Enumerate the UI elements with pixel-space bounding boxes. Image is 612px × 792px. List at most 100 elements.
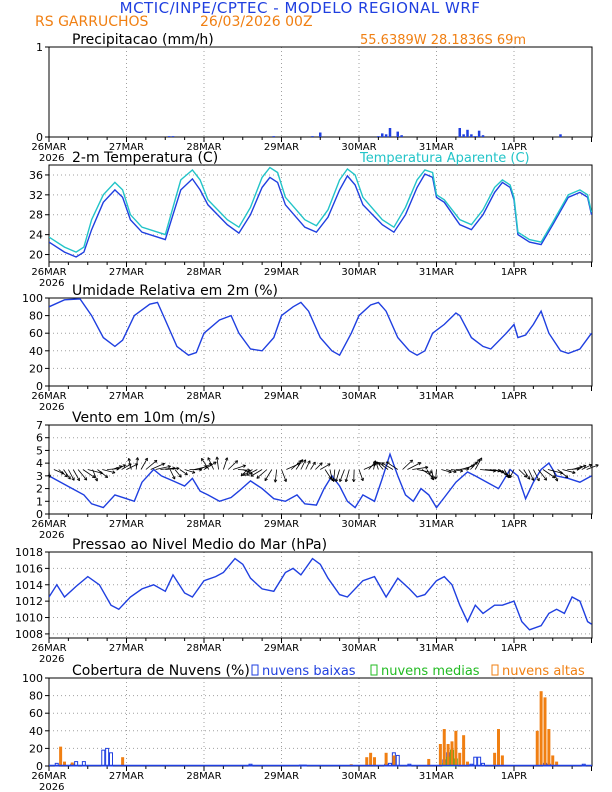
cloud-bar [535,730,539,766]
temp-legend: Temperatura Aparente (C) [359,151,530,166]
year-label: 2026 [39,278,64,289]
wind-arrow [333,469,336,482]
wind-arrowhead [417,462,422,466]
x-tick-label: 30MAR [341,142,376,153]
x-tick-label: 27MAR [109,142,144,153]
wind-arrow [450,469,463,472]
x-tick-label: 27MAR [109,267,144,278]
y-tick-label: 28 [29,209,43,222]
x-tick-label: 30MAR [341,771,376,782]
wind-arrowhead [184,471,188,476]
wind-arrow [586,464,599,470]
legend-swatch [491,664,499,676]
wind-arrowhead [67,476,71,480]
cloud-bar [105,747,110,767]
wind-arrow [116,464,126,470]
x-tick-label: 26MAR [31,142,66,153]
wind-arrow [135,457,139,470]
legend-label: nuvens medias [381,664,480,679]
wind-arrowhead [378,462,382,466]
wind-arrowhead [64,473,68,478]
wind-arrow [402,459,413,470]
x-tick-label: 27MAR [109,519,144,530]
wind-arrow [126,463,138,470]
wind-arrow [198,463,213,470]
wind-arrow [381,462,394,470]
wind-arrow [72,469,80,482]
precip-bar [396,131,399,137]
wind-arrow [339,469,345,482]
wind-arrowhead [94,478,99,482]
x-tick-label: 26MAR [31,519,66,530]
wind-arrowhead [344,478,349,483]
y-tick-label: 1014 [15,579,43,592]
wind-arrow [222,457,228,470]
wind-arrowhead [71,477,75,481]
rh-series-line [49,298,592,357]
wind-arrow [68,469,75,481]
wind-arrow [155,465,171,470]
wind-arrowhead [127,458,131,462]
wind-arrowhead [224,457,229,461]
y-tick-label: 32 [29,189,43,202]
wind-arrowhead [242,464,246,468]
wind-arrowhead [201,457,205,462]
cloud-bar [438,744,442,766]
x-tick-label: 26MAR [31,643,66,654]
wind-arrowhead [264,477,268,482]
wind-arrow [82,469,96,479]
wind-arrow [121,463,132,470]
cloud-bar [543,697,547,766]
location-label: RS GARRUCHOS [35,14,149,30]
wind-arrow [345,469,350,482]
cloud-bar [63,761,66,766]
cloud-bar [462,735,466,766]
cloud-title: Cobertura de Nuvens (%) [72,663,250,679]
wind-arrow [474,457,483,470]
wind-arrowhead [312,461,316,466]
wind-arrow [552,469,558,482]
wind-arrow [441,469,452,473]
wind-arrow [246,469,258,476]
wind-arrow [363,463,377,470]
wind-arrowhead [176,466,180,471]
wind-arrowhead [299,459,304,463]
y-tick-label: 1008 [15,628,43,641]
wind-arrowhead [453,469,457,474]
plot-frame [48,46,593,138]
x-tick-label: 26MAR [31,267,66,278]
wind-arrow [174,469,182,478]
y-tick-label: 0 [36,760,43,773]
press-title: Pressao ao Nivel Medio do Mar (hPa) [72,537,327,553]
wind-arrowhead [250,473,254,477]
y-tick-label: 20 [29,249,43,262]
y-tick-label: 36 [29,169,43,182]
legend-label: nuvens altas [502,664,585,679]
y-tick-label: 1010 [15,612,43,625]
wind-arrow [165,467,180,470]
plot-frame [48,677,593,767]
cloud-bar [109,752,113,767]
wind-arrowhead [122,464,126,468]
y-tick-label: 0 [36,131,43,144]
cloud-bar [500,755,504,766]
wind-arrowhead [234,460,239,464]
coords-label: 55.6389W 28.1836S 69m [360,33,526,48]
y-tick-label: 20 [29,362,43,375]
wind-arrow [140,457,148,470]
x-tick-label: 31MAR [419,142,454,153]
wind-arrowhead [554,478,559,482]
wind-arrow [557,469,569,478]
wind-arrow [160,467,176,470]
wind-arrow [320,463,331,470]
cloud-bar [458,752,462,766]
x-tick-label: 30MAR [341,391,376,402]
y-tick-label: 2 [36,483,43,496]
wind-arrowhead [552,475,556,479]
wind-arrow [250,469,263,477]
y-tick-label: 0 [36,380,43,393]
wind-arrow [386,461,398,470]
wind-arrow [499,469,509,477]
wind-arrow [431,469,435,481]
legend-swatch [251,664,259,676]
